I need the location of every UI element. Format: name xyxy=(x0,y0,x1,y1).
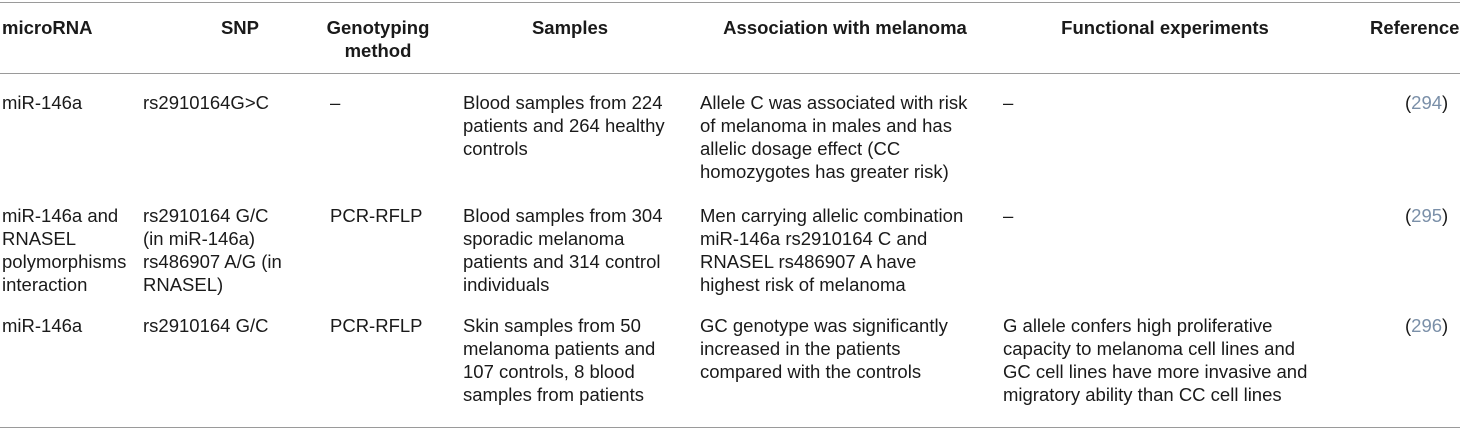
header-functional-experiments: Functional experiments xyxy=(1061,17,1269,38)
header-reference: Reference xyxy=(1370,17,1460,38)
cell-samples: Blood samples from 304 sporadic melanoma… xyxy=(463,205,663,295)
cell-samples: Skin samples from 50 melanoma patients a… xyxy=(463,315,656,405)
cell-functional-experiments: G allele confers high proliferative capa… xyxy=(1003,315,1308,405)
header-samples: Samples xyxy=(531,17,609,38)
cell-functional-experiments: – xyxy=(1003,92,1014,113)
cell-association: GC genotype was significantly increased … xyxy=(700,315,948,382)
top-rule xyxy=(0,2,1460,3)
cell-reference: (296) xyxy=(1405,315,1449,336)
cell-microrna: miR-146a and RNASEL polymorphisms intera… xyxy=(2,205,127,295)
cell-samples: Blood samples from 224 patients and 264 … xyxy=(463,92,665,159)
cell-genotyping-method: PCR-RFLP xyxy=(330,315,423,336)
cell-microrna: miR-146a xyxy=(2,92,83,113)
header-rule xyxy=(0,73,1460,74)
bottom-rule xyxy=(0,427,1460,428)
cell-reference: (294) xyxy=(1405,92,1449,113)
cell-snp: rs2910164 G/C (in miR-146a) rs486907 A/G… xyxy=(143,205,282,295)
header-genotyping-method: Genotyping method xyxy=(326,17,430,61)
cell-snp: rs2910164G>C xyxy=(143,92,269,113)
cell-genotyping-method: PCR-RFLP xyxy=(330,205,423,226)
cell-snp: rs2910164 G/C xyxy=(143,315,269,336)
cell-association: Men carrying allelic combination miR-146… xyxy=(700,205,964,295)
cell-microrna: miR-146a xyxy=(2,315,83,336)
reference-link[interactable]: 296 xyxy=(1411,315,1443,336)
header-microrna: microRNA xyxy=(2,17,93,38)
header-snp: SNP xyxy=(220,17,260,38)
cell-genotyping-method: – xyxy=(330,92,341,113)
reference-link[interactable]: 295 xyxy=(1411,205,1443,226)
cell-association: Allele C was associated with risk of mel… xyxy=(700,92,968,182)
reference-link[interactable]: 294 xyxy=(1411,92,1443,113)
cell-functional-experiments: – xyxy=(1003,205,1014,226)
cell-reference: (295) xyxy=(1405,205,1449,226)
header-association: Association with melanoma xyxy=(723,17,967,38)
